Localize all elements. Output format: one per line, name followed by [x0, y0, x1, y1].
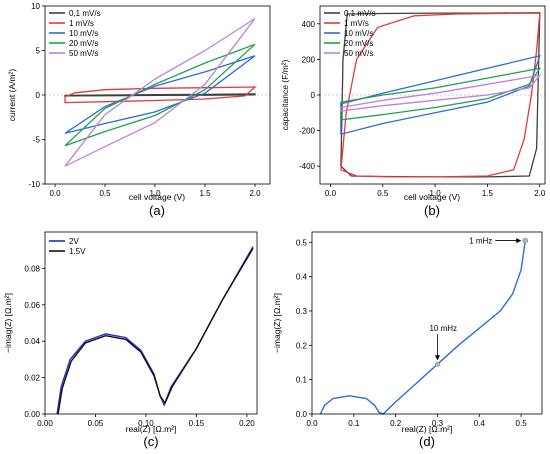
panel-b-ytick-label: 0	[311, 91, 316, 100]
panel-d-series-line	[319, 240, 526, 415]
panel-c-label: (c)	[143, 434, 158, 449]
panel-c-ytick-label: 0.00	[24, 410, 40, 419]
panel-a-ylabel: current (A/m²)	[7, 69, 17, 122]
panel-c-legend-label: 2V	[69, 237, 79, 246]
panel-a-legend-label: 1 mV/s	[69, 19, 94, 28]
panel-b-series-line	[340, 54, 541, 136]
panel-a-ytick-label: 5	[36, 47, 41, 56]
panel-b-series-line	[340, 67, 542, 121]
panel-b-xlabel: cell voltage (V)	[404, 192, 460, 202]
panel-b-xtick-label: 2.0	[534, 189, 546, 198]
panel-a-legend: 0,1 mV/s1 mV/s10 mV/s20 mV/s50 mV/s	[49, 9, 101, 58]
panel-a-legend-label: 0,1 mV/s	[69, 9, 101, 18]
panel-a-series-line	[64, 93, 256, 97]
panel-a-xlabel: cell voltage (V)	[129, 192, 185, 202]
panel-b-series-line	[340, 74, 542, 112]
panel-b-ytick-label: -400	[299, 162, 316, 171]
panel-b-xtick-label: 1.0	[430, 189, 442, 198]
panel-b-series-line	[340, 12, 541, 178]
panel-d-xtick-label: 0.0	[306, 419, 318, 428]
panel-d-label: (d)	[419, 434, 435, 449]
panel-d-arrowhead-1mhz	[516, 238, 522, 244]
panel-b-xtick-label: 0.0	[325, 189, 337, 198]
panel-d-ytick-label: 0.4	[296, 273, 308, 282]
panel-b-xtick-label: 0.5	[377, 189, 389, 198]
panel-d-marker-10mhz	[434, 361, 440, 367]
panel-c-frame	[44, 231, 258, 415]
panel-d-ytick-label: 0.5	[296, 238, 308, 247]
panel-c-xtick-label: 0.20	[239, 419, 255, 428]
panel-d-xlabel: real(Z) [Ω.m²]	[402, 424, 453, 434]
panel-d-ylabel: −imag(Z) [Ω.m²]	[272, 293, 282, 353]
panel-b-legend-label: 0,1 mV/s	[344, 9, 376, 18]
panel-b-ytick-label: 200	[302, 55, 316, 64]
panel-d-marker-1mhz	[522, 237, 529, 244]
panel-d: 0.0 0.1 0.2 0.3 0.4 0.5 0.0 0.1 0.2 0.3 0.4 0.5 rea…	[272, 231, 543, 449]
panel-b-legend-label: 10 mV/s	[344, 29, 373, 38]
panel-b-ylabel: capacitance (F/m²)	[280, 59, 290, 130]
panel-d-ytick-label: 0.0	[296, 410, 308, 419]
panel-c-xlabel: real(Z) [Ω.m²]	[126, 424, 177, 434]
panel-d-ytick-label: 0.1	[296, 376, 308, 385]
panel-b-legend-label: 50 mV/s	[344, 49, 373, 58]
panel-a-xtick-label: 1.5	[199, 189, 211, 198]
panel-a-ytick-label: -5	[33, 136, 41, 145]
panel-c-ytick-label: 0.06	[24, 301, 40, 310]
panel-c-ylabel: −imag(Z) [Ω.m²]	[3, 293, 13, 353]
panel-b-label: (b)	[424, 203, 440, 218]
panel-a-series-line	[64, 43, 256, 147]
panel-d-annotation-1mhz: 1 mHz	[469, 237, 492, 246]
panel-a-series-line	[64, 86, 257, 104]
panel-b-legend-label: 20 mV/s	[344, 39, 373, 48]
panel-c-xtick-label: 0.15	[189, 419, 205, 428]
panel-d-xtick-label: 0.3	[432, 419, 444, 428]
panel-d-annotation-10mhz: 10 mHz	[429, 324, 457, 333]
panel-a-series-line	[64, 17, 256, 167]
panel-a-legend-label: 50 mV/s	[69, 49, 98, 58]
panel-c-legend-label: 1.5V	[69, 247, 86, 256]
panel-c-ytick-label: 0.08	[24, 264, 40, 273]
panel-a-xtick-label: 0.0	[49, 189, 61, 198]
panel-c-ytick-label: 0.02	[24, 374, 40, 383]
panel-d-xtick-label: 0.5	[516, 419, 528, 428]
panel-d-xtick-label: 0.2	[390, 419, 402, 428]
panel-c-series-line	[57, 248, 254, 415]
panel-c-ytick-label: 0.04	[24, 337, 40, 346]
panel-a-xtick-label: 2.0	[249, 189, 261, 198]
panel-a-xtick-label: 0.5	[99, 189, 111, 198]
panel-c-series-line	[56, 246, 254, 415]
panel-b-xtick-label: 1.5	[482, 189, 494, 198]
panel-c: 0.00 0.05 0.10 0.15 0.20 0.00 0.02 0.04 0.06 0.08…	[3, 231, 258, 449]
panel-d-frame	[311, 231, 543, 415]
panel-b: 0.0 0.5 1.0 1.5 2.0 -400 -200 0 200 400 cell volt…	[280, 5, 546, 218]
panel-c-xtick-label: 0.05	[88, 419, 104, 428]
panel-a-ytick-label: -10	[28, 180, 40, 189]
panel-b-ytick-label: -200	[299, 127, 316, 136]
panel-c-legend: 2V1.5V	[49, 237, 86, 256]
panel-b-legend-label: 1 mV/s	[344, 19, 369, 28]
panel-a-xtick-label: 1.0	[149, 189, 161, 198]
panel-d-ytick-label: 0.2	[296, 341, 308, 350]
panel-a-ytick-label: 0	[36, 91, 41, 100]
panel-b-ytick-label: 400	[302, 20, 316, 29]
panel-a-label: (a)	[149, 203, 165, 218]
panel-d-xtick-label: 0.1	[348, 419, 360, 428]
panel-a: 0.0 0.5 1.0 1.5 2.0 -10 -5 0 5 10 cell voltage (V…	[7, 2, 271, 218]
panel-a-legend-label: 20 mV/s	[69, 39, 98, 48]
panel-c-xtick-label: 0.00	[37, 419, 53, 428]
panel-d-arrowhead-10mhz	[434, 355, 440, 361]
panel-d-ytick-label: 0.3	[296, 307, 308, 316]
panel-c-xtick-label: 0.10	[138, 419, 154, 428]
panel-a-ytick-label: 10	[31, 2, 40, 11]
panel-a-legend-label: 10 mV/s	[69, 29, 98, 38]
panel-d-xtick-label: 0.4	[474, 419, 486, 428]
panel-b-legend: 0,1 mV/s1 mV/s10 mV/s20 mV/s50 mV/s	[324, 9, 376, 58]
